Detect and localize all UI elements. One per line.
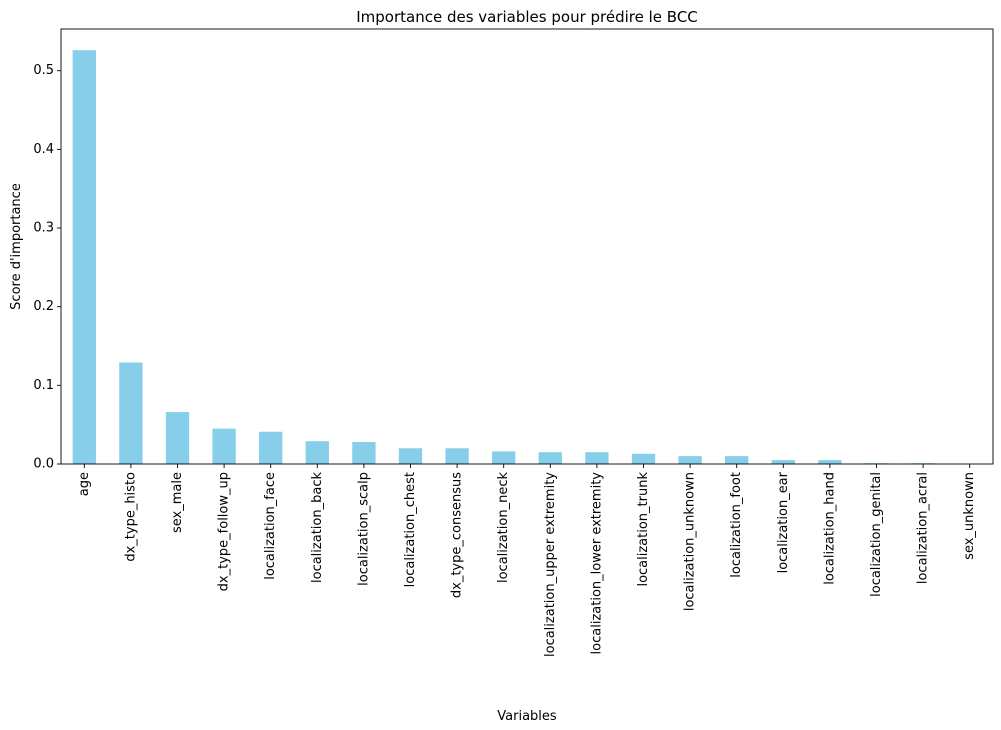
x-tick-label: sex_male xyxy=(170,472,185,533)
x-tick-label: dx_type_consensus xyxy=(450,472,465,598)
x-tick-label: localization_acral xyxy=(916,472,931,584)
y-axis-label: Score d'importance xyxy=(9,183,24,310)
x-tick-label: localization_unknown xyxy=(683,472,698,611)
x-tick-label: sex_unknown xyxy=(962,472,977,560)
x-axis: age dx_type_histo sex_male dx_type_follow_u… xyxy=(77,464,977,657)
plot-frame xyxy=(60,28,994,465)
bar-localization_upper-extremity xyxy=(538,452,562,464)
bar-dx_type_histo xyxy=(119,362,143,464)
x-tick-label: localization_chest xyxy=(403,472,418,587)
bar-localization_face xyxy=(259,431,283,464)
y-tick-label: 0.1 xyxy=(33,378,54,393)
x-tick-label: localization_upper extremity xyxy=(543,472,558,657)
bar-localization_back xyxy=(305,441,329,464)
x-tick-label: dx_type_histo xyxy=(123,472,138,562)
bars-group xyxy=(72,50,935,465)
bar-sex_male xyxy=(165,412,190,464)
y-tick-label: 0.2 xyxy=(33,299,54,314)
y-axis: 0.0 0.1 0.2 0.3 0.4 0.5 xyxy=(33,63,61,472)
x-axis-label: Variables xyxy=(497,709,557,724)
bar-dx_type_follow_up xyxy=(212,428,236,464)
bar-localization_trunk xyxy=(631,453,656,464)
y-tick-label: 0.3 xyxy=(33,221,54,236)
bar-localization_scalp xyxy=(352,441,376,464)
x-tick-label: localization_face xyxy=(263,472,278,580)
y-tick-label: 0.0 xyxy=(33,457,54,472)
bar-age xyxy=(72,50,96,465)
y-tick-label: 0.5 xyxy=(33,63,54,78)
bar-localization_foot xyxy=(725,456,749,464)
x-tick-label: age xyxy=(77,472,92,496)
bar-localization_hand xyxy=(818,460,842,464)
y-tick-label: 0.4 xyxy=(33,142,54,157)
x-tick-label: localization_lower extremity xyxy=(589,472,604,655)
x-tick-label: dx_type_follow_up xyxy=(217,472,232,591)
bar-localization_chest xyxy=(398,448,423,464)
bar-dx_type_consensus xyxy=(445,448,469,464)
x-tick-label: localization_hand xyxy=(822,472,837,585)
x-tick-label: localization_trunk xyxy=(636,472,651,587)
x-tick-label: localization_ear xyxy=(776,471,791,573)
x-tick-label: localization_back xyxy=(310,472,325,583)
x-tick-label: localization_neck xyxy=(496,472,511,583)
bar-localization_neck xyxy=(492,451,516,464)
chart-title: Importance des variables pour prédire le… xyxy=(356,8,698,26)
x-tick-label: localization_scalp xyxy=(356,472,371,586)
bar-localization_ear xyxy=(771,460,795,464)
x-tick-label: localization_genital xyxy=(869,472,884,597)
bar-localization_unknown xyxy=(678,456,702,464)
bar-localization_lower-extremity xyxy=(585,452,609,464)
x-tick-label: localization_foot xyxy=(729,472,744,578)
